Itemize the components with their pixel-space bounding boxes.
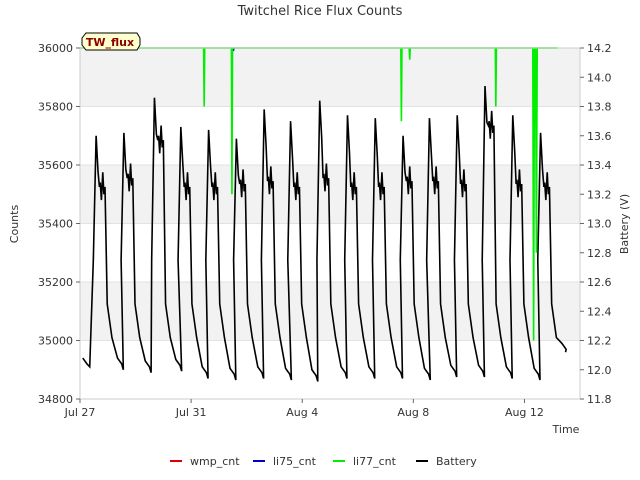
series-battery [82, 85, 567, 382]
y-right-tick-label: 12.0 [587, 364, 612, 377]
x-tick-label: Aug 4 [286, 406, 318, 419]
y-left-tick-label: 35200 [38, 276, 73, 289]
y-right-tick-label: 14.2 [587, 42, 612, 55]
legend-label: Battery [436, 455, 477, 468]
y-left-tick-label: 35800 [38, 101, 73, 114]
y-right-tick-label: 13.2 [587, 188, 612, 201]
y-right-tick-label: 13.6 [587, 130, 612, 143]
legend-item-li75_cnt[interactable]: li75_cnt [253, 455, 317, 468]
legend-item-li77_cnt[interactable]: li77_cnt [333, 455, 397, 468]
y-left-tick-label: 35000 [38, 335, 73, 348]
x-tick-label: Aug 12 [505, 406, 544, 419]
y-left-tick-label: 36000 [38, 42, 73, 55]
y-right-tick-label: 12.8 [587, 247, 612, 260]
y-right-tick-label: 11.8 [587, 393, 612, 406]
y-right-tick-label: 12.6 [587, 276, 612, 289]
y-right-tick-label: 13.8 [587, 101, 612, 114]
axes: 34800 35000 35200 35400 35600 35800 36000 11.8 1… [38, 42, 612, 419]
y-right-tick-label: 13.0 [587, 218, 612, 231]
x-tick-label: Aug 8 [397, 406, 429, 419]
x-tick-label: Jul 31 [175, 406, 207, 419]
y-left-tick-label: 35600 [38, 159, 73, 172]
y-axis-label-left: Counts [8, 205, 21, 244]
legend-label: li77_cnt [353, 455, 397, 468]
x-axis-label: Time [552, 423, 580, 436]
y-right-tick-label: 13.4 [587, 159, 612, 172]
x-tick-label: Jul 27 [64, 406, 96, 419]
y-right-tick-label: 12.4 [587, 305, 612, 318]
legend-label: wmp_cnt [190, 455, 240, 468]
legend: wmp_cnt li75_cnt li77_cnt Battery [170, 455, 477, 468]
chart-title: Twitchel Rice Flux Counts [237, 4, 403, 19]
y-left-tick-label: 34800 [38, 393, 73, 406]
y-right-tick-label: 14.0 [587, 71, 612, 84]
y-left-tick-label: 35400 [38, 218, 73, 231]
legend-item-wmp_cnt[interactable]: wmp_cnt [170, 455, 240, 468]
y-right-tick-label: 12.2 [587, 335, 612, 348]
legend-label: li75_cnt [273, 455, 317, 468]
y-axis-label-right: Battery (V) [618, 194, 631, 254]
site-label-box: TW_flux [81, 32, 141, 51]
legend-item-Battery[interactable]: Battery [416, 455, 477, 468]
site-label: TW_flux [86, 36, 134, 49]
